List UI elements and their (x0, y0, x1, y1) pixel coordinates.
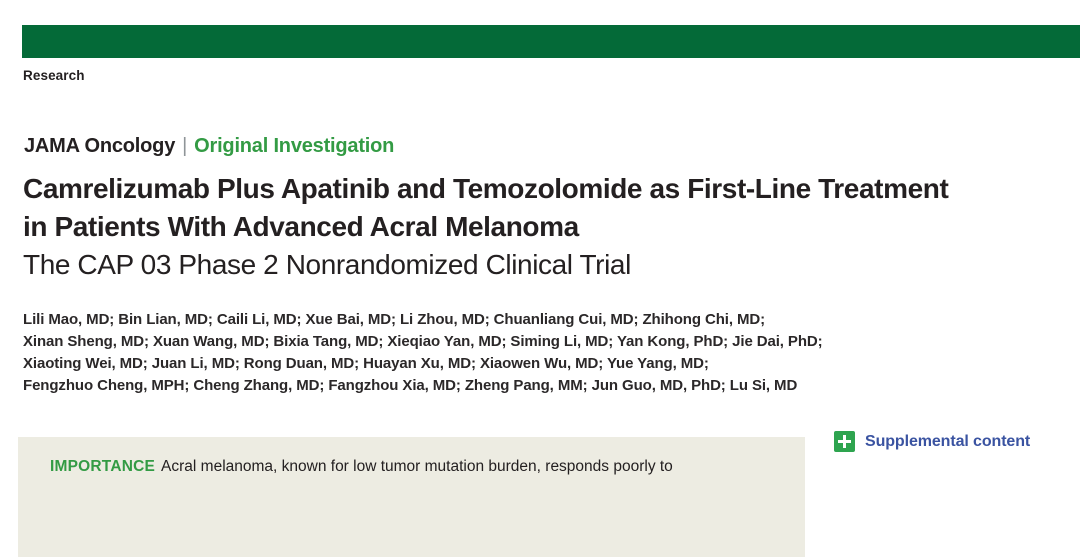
article-title-line-2: in Patients With Advanced Acral Melanoma (23, 211, 579, 242)
authors-line-4: Fengzhuo Cheng, MPH; Cheng Zhang, MD; Fa… (23, 377, 798, 394)
supplemental-content-link[interactable]: Supplemental content (834, 431, 1030, 452)
importance-text: Acral melanoma, known for low tumor muta… (161, 458, 673, 475)
article-title-line-1: Camrelizumab Plus Apatinib and Temozolom… (23, 173, 949, 204)
importance-label: IMPORTANCE (50, 458, 156, 475)
journal-name: JAMA Oncology (24, 135, 176, 157)
kicker-separator: | (182, 135, 188, 157)
abstract-importance-line: IMPORTANCE Acral melanoma, known for low … (50, 456, 773, 477)
authors-line-2: Xinan Sheng, MD; Xuan Wang, MD; Bixia Ta… (23, 333, 823, 350)
section-label-research: Research (23, 68, 85, 83)
plus-icon (834, 431, 855, 452)
authors-block: Lili Mao, MD; Bin Lian, MD; Caili Li, MD… (23, 309, 1063, 397)
authors-line-1: Lili Mao, MD; Bin Lian, MD; Caili Li, MD… (23, 311, 766, 328)
article-subtitle: The CAP 03 Phase 2 Nonrandomized Clinica… (23, 249, 631, 280)
article-category: Original Investigation (194, 135, 395, 157)
article-kicker: JAMA Oncology | Original Investigation (24, 135, 394, 158)
authors-line-3: Xiaoting Wei, MD; Juan Li, MD; Rong Duan… (23, 355, 709, 372)
article-title-block: Camrelizumab Plus Apatinib and Temozolom… (23, 170, 1063, 284)
abstract-box: IMPORTANCE Acral melanoma, known for low … (18, 437, 805, 557)
masthead-bar (22, 25, 1080, 58)
supplemental-content-label: Supplemental content (865, 432, 1031, 450)
